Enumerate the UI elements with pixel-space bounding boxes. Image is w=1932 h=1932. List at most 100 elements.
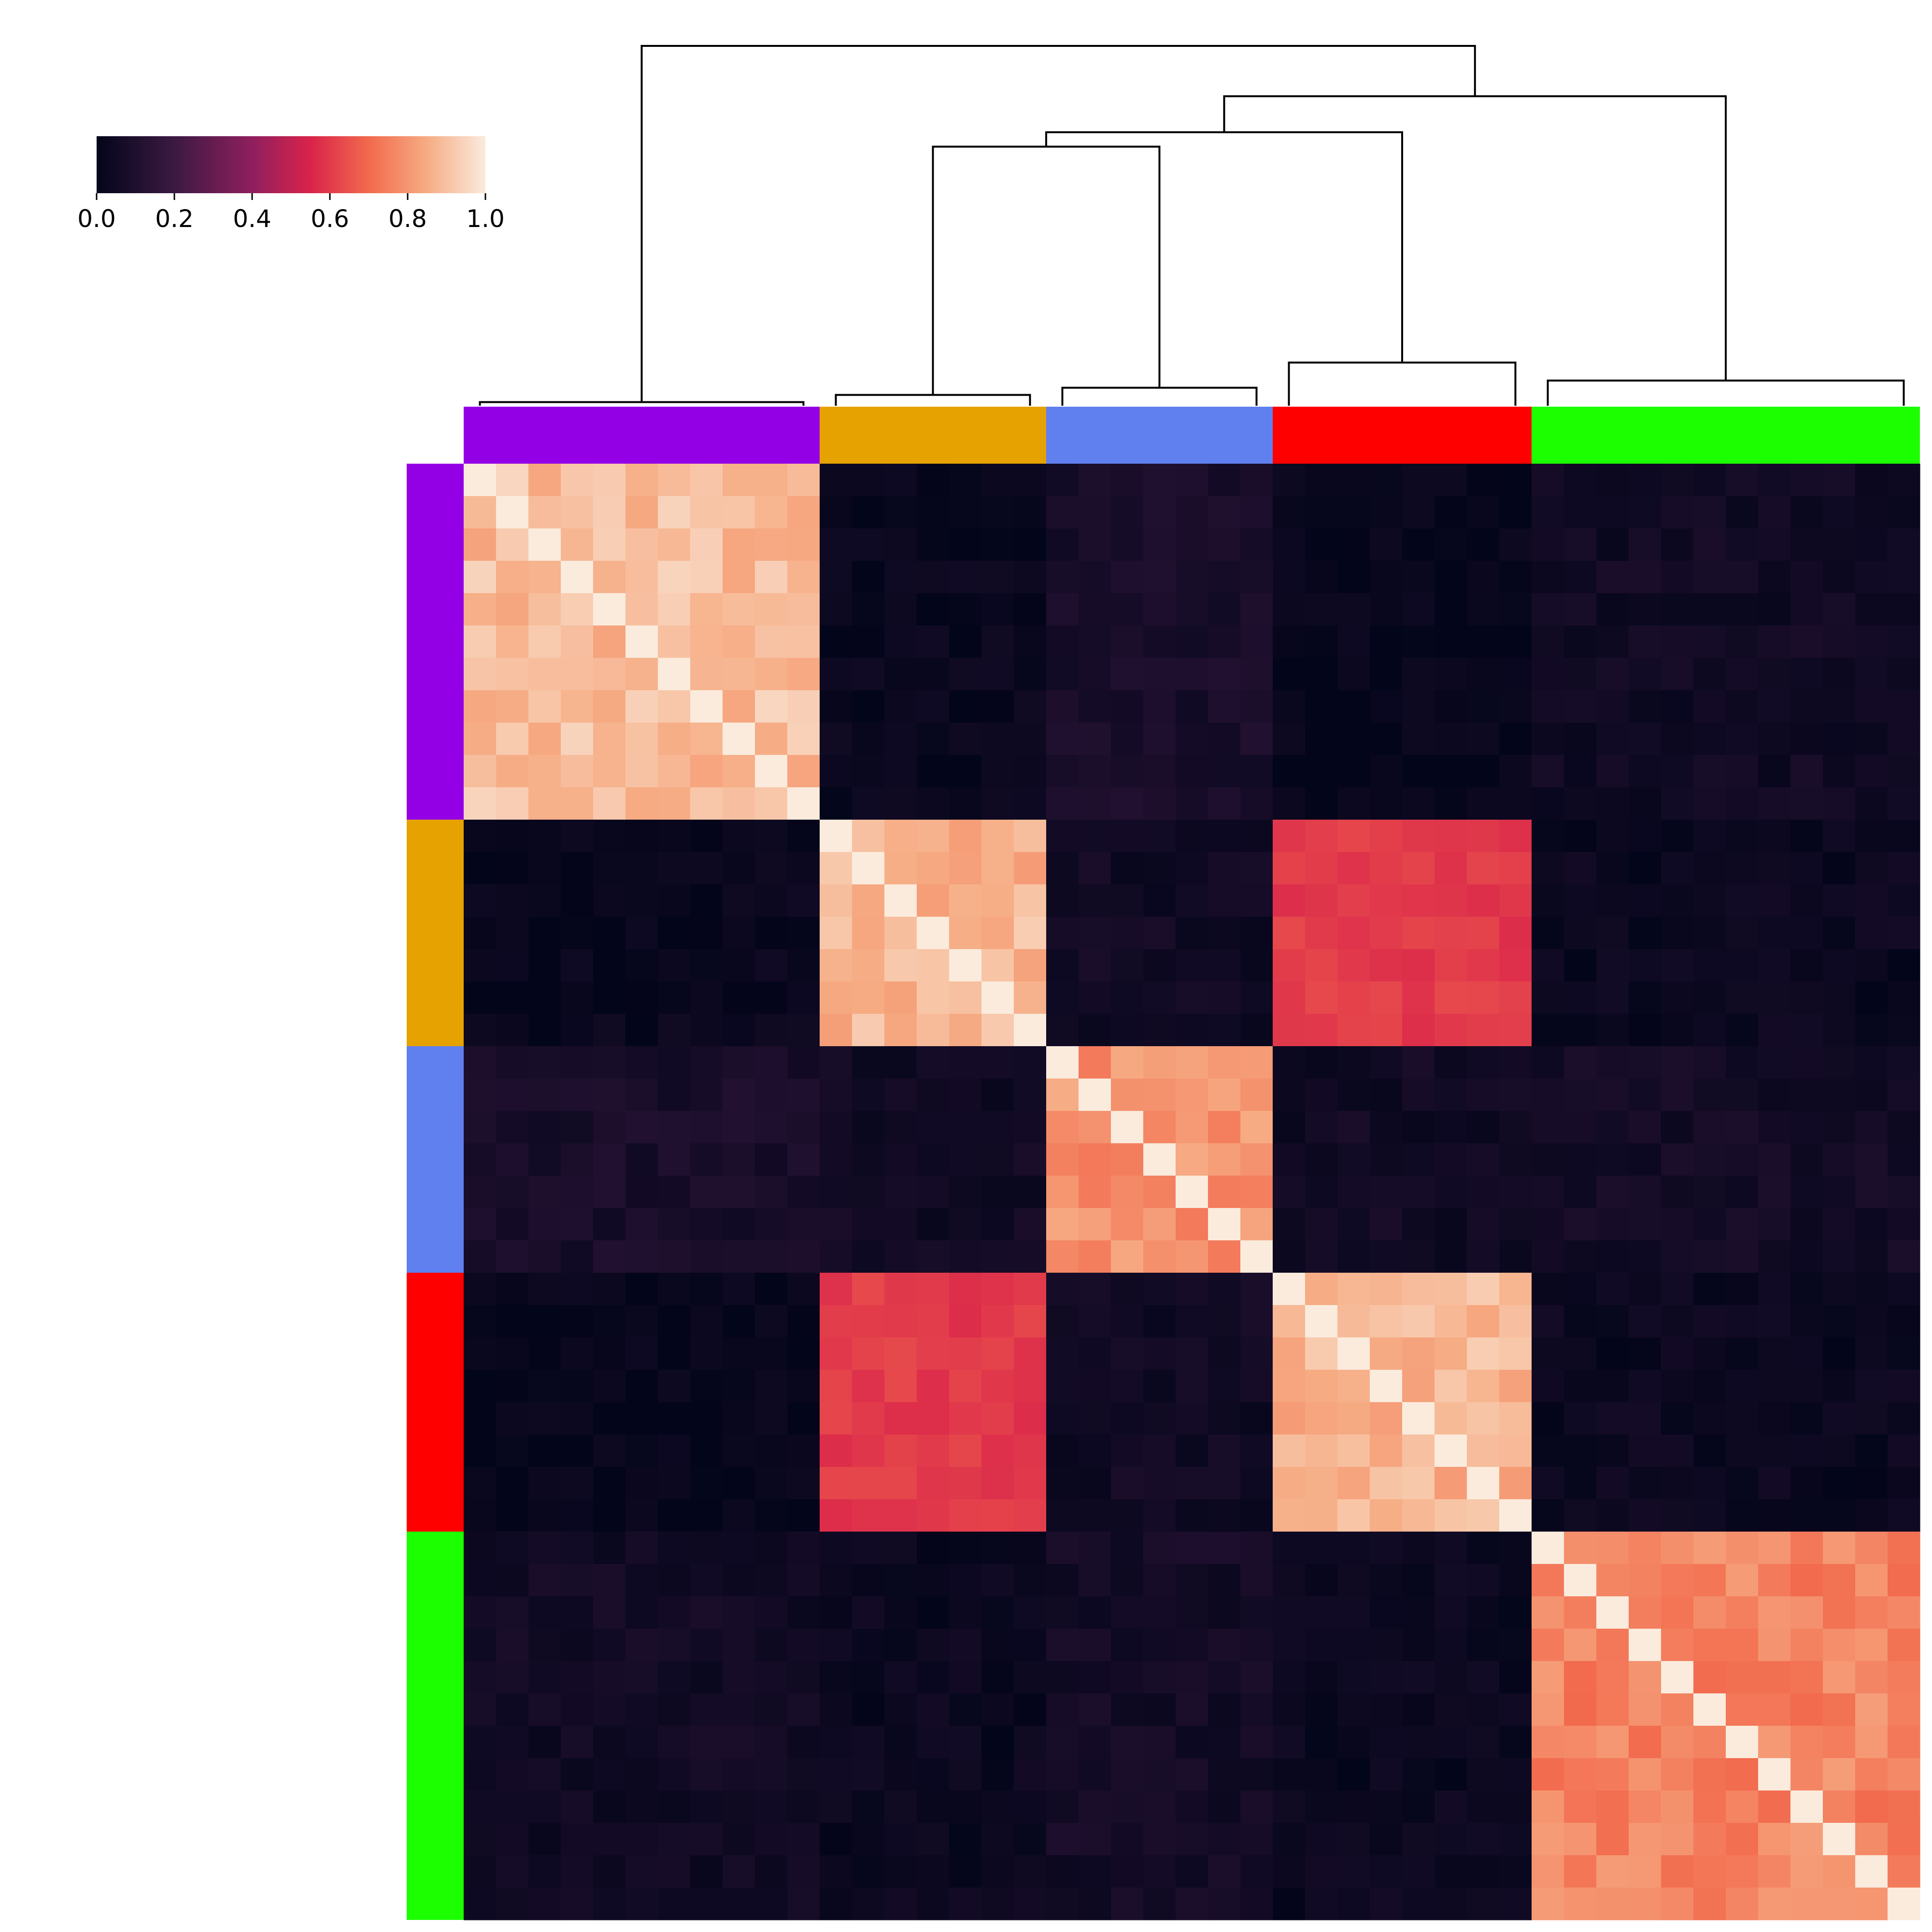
heatmap-cell [981, 1693, 1014, 1726]
heatmap-cell [496, 1046, 529, 1079]
heatmap-cell [690, 1143, 723, 1176]
heatmap-cell [1046, 1273, 1079, 1306]
heatmap-cell [1143, 1305, 1176, 1338]
heatmap-cell [496, 723, 529, 755]
heatmap-cell [1240, 1111, 1273, 1144]
heatmap-cell [1790, 1855, 1823, 1888]
heatmap-cell [1661, 949, 1694, 982]
heatmap-cell [1111, 1337, 1144, 1370]
heatmap-cell [787, 723, 820, 755]
heatmap-cell [852, 1564, 885, 1597]
heatmap-cell [1532, 723, 1564, 755]
heatmap-cell [1273, 1435, 1306, 1467]
heatmap-cell [1079, 464, 1111, 497]
heatmap-cell [1467, 464, 1500, 497]
heatmap-cell [787, 787, 820, 820]
heatmap-cell [949, 723, 982, 755]
heatmap-cell [852, 1176, 885, 1208]
heatmap-cell [561, 1240, 594, 1273]
heatmap-cell [1208, 820, 1241, 852]
heatmap-cell [1046, 1823, 1079, 1856]
heatmap-cell [1240, 820, 1273, 852]
heatmap-cell [1629, 1240, 1662, 1273]
heatmap-cell [1208, 1014, 1241, 1047]
heatmap-cell [884, 1532, 917, 1564]
heatmap-cell [1208, 1046, 1241, 1079]
heatmap-cell [1823, 658, 1856, 691]
heatmap-cell [852, 1823, 885, 1856]
heatmap-cell [1467, 1693, 1500, 1726]
heatmap-cell [820, 1435, 852, 1467]
heatmap-cell [723, 1111, 755, 1144]
heatmap-cell [820, 1176, 852, 1208]
heatmap-cell [1208, 625, 1241, 658]
heatmap-cell [1693, 949, 1726, 982]
heatmap-cell [690, 658, 723, 691]
heatmap-cell [625, 1176, 658, 1208]
heatmap-cell [658, 1305, 691, 1338]
heatmap-cell [1467, 1726, 1500, 1759]
heatmap-cell [1467, 981, 1500, 1014]
heatmap-cell [884, 1111, 917, 1144]
heatmap-cell [755, 1499, 788, 1532]
heatmap-cell [1273, 1532, 1306, 1564]
heatmap-cell [1143, 528, 1176, 561]
heatmap-cell [561, 981, 594, 1014]
heatmap-cell [1208, 949, 1241, 982]
heatmap-cell [464, 1790, 497, 1823]
heatmap-cell [1790, 1014, 1823, 1047]
heatmap-cell [1273, 981, 1306, 1014]
heatmap-cell [1435, 852, 1467, 885]
heatmap-cell [884, 1467, 917, 1500]
heatmap-cell [755, 981, 788, 1014]
heatmap-cell [1693, 1532, 1726, 1564]
heatmap-cell [1532, 464, 1564, 497]
heatmap-cell [1467, 1855, 1500, 1888]
heatmap-cell [658, 625, 691, 658]
heatmap-cell [1370, 1661, 1403, 1694]
heatmap-cell [884, 1596, 917, 1629]
heatmap-cell [1629, 1726, 1662, 1759]
heatmap-cell [917, 1532, 950, 1564]
heatmap-cell [1402, 723, 1435, 755]
heatmap-cell [755, 1564, 788, 1597]
heatmap-cell [1693, 1564, 1726, 1597]
heatmap-cell [1208, 917, 1241, 950]
heatmap-cell [1370, 593, 1403, 626]
heatmap-cell [1467, 1629, 1500, 1662]
heatmap-cell [528, 1337, 561, 1370]
heatmap-cell [820, 658, 852, 691]
heatmap-cell [528, 1726, 561, 1759]
heatmap-cell [1273, 625, 1306, 658]
heatmap-cell [1079, 1435, 1111, 1467]
heatmap-cell [1208, 723, 1241, 755]
heatmap-cell [1014, 1790, 1047, 1823]
heatmap-cell [1143, 1273, 1176, 1306]
heatmap-cell [755, 949, 788, 982]
heatmap-cell [1305, 1564, 1338, 1597]
heatmap-cell [1046, 1370, 1079, 1403]
heatmap-cell [496, 1273, 529, 1306]
heatmap-cell [852, 787, 885, 820]
heatmap-cell [1435, 1111, 1467, 1144]
heatmap-cell [787, 949, 820, 982]
column-cluster-color [820, 407, 1046, 464]
heatmap-cell [690, 1888, 723, 1920]
heatmap-cell [1014, 528, 1047, 561]
heatmap-cell [787, 1823, 820, 1856]
heatmap-cell [1499, 884, 1532, 917]
heatmap-cell [593, 1823, 626, 1856]
heatmap-cell [1855, 1661, 1888, 1694]
heatmap-cell [1596, 1143, 1629, 1176]
heatmap-cell [949, 1855, 982, 1888]
heatmap-cell [1629, 723, 1662, 755]
heatmap-cell [690, 690, 723, 723]
heatmap-cell [561, 1370, 594, 1403]
heatmap-cell [528, 1467, 561, 1500]
heatmap-cell [690, 1370, 723, 1403]
heatmap-cell [852, 949, 885, 982]
heatmap-cell [593, 496, 626, 529]
heatmap-cell [1435, 1014, 1467, 1047]
heatmap-cell [1790, 1176, 1823, 1208]
heatmap-cell [1855, 1111, 1888, 1144]
